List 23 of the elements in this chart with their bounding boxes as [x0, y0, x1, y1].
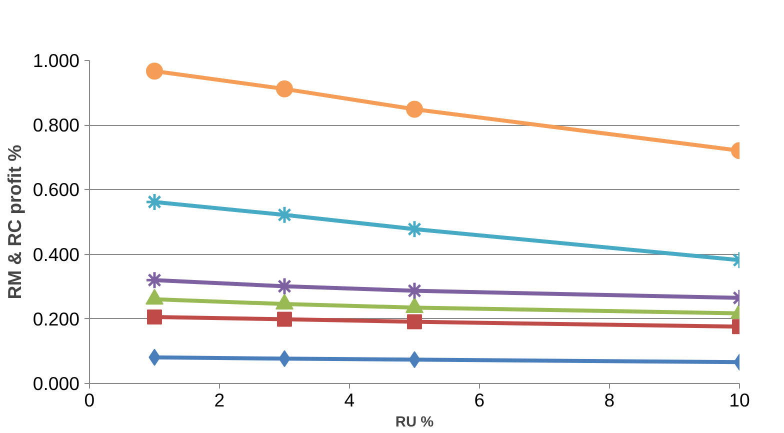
x-tick-label: 10 [729, 390, 750, 410]
x-axis-title: RU % [395, 414, 434, 430]
y-tick-label: 0.400 [32, 244, 80, 265]
point [276, 80, 293, 98]
point [145, 192, 164, 212]
point [147, 309, 162, 324]
point [277, 312, 292, 327]
x-tick-label: 2 [214, 390, 225, 410]
y-tick-label: 0.800 [32, 114, 80, 136]
x-tick-label: 8 [604, 390, 615, 410]
x-tick-label: 6 [474, 390, 485, 410]
point [275, 206, 294, 224]
point [405, 220, 424, 238]
point [406, 100, 423, 118]
y-tick-label: 1.000 [32, 50, 80, 71]
y-axis-title: RM & RC profit % [4, 144, 25, 300]
y-tick-label: 0.600 [32, 179, 80, 200]
point [407, 314, 422, 330]
x-tick-label: 4 [344, 390, 355, 410]
y-tick-label: 0.000 [32, 373, 80, 394]
y-tick-label: 0.200 [32, 308, 80, 330]
x-tick-label: 0 [84, 390, 95, 410]
point [146, 62, 163, 80]
